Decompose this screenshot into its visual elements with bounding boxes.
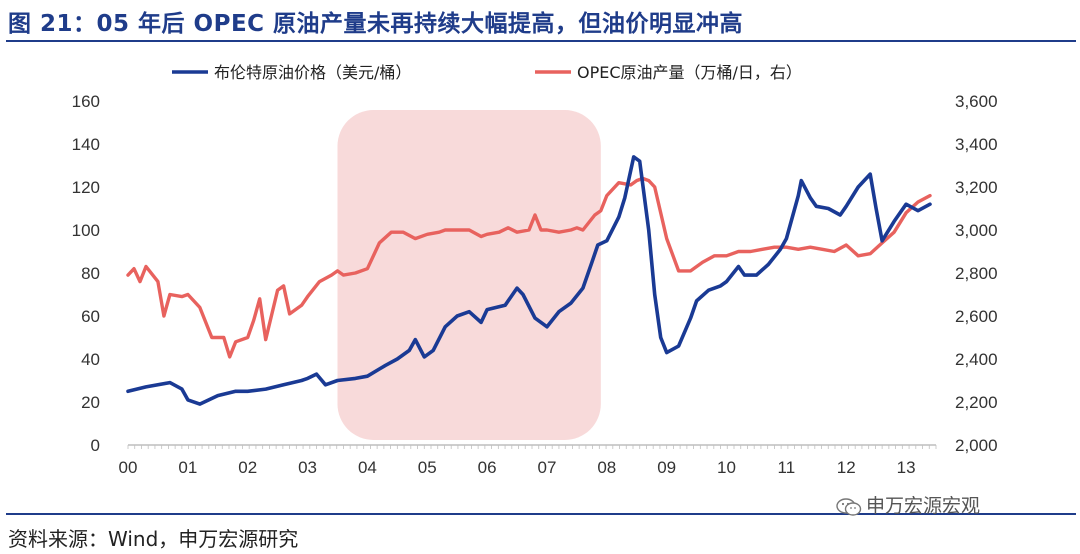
legend: 布伦特原油价格（美元/桶） OPEC原油产量（万桶/日，右） bbox=[172, 63, 802, 82]
x-tick-label: 10 bbox=[717, 458, 736, 477]
watermark-text: 申万宏源宏观 bbox=[866, 495, 981, 517]
y-left-tick-label: 140 bbox=[72, 135, 100, 154]
legend-label: 布伦特原油价格（美元/桶） bbox=[214, 63, 411, 82]
y-left-tick-label: 40 bbox=[81, 350, 100, 369]
y-right-tick-label: 2,400 bbox=[955, 350, 998, 369]
axes-layer: 00 01 02 03 04 05 06 07 08 09 10 11 12 13 0 20 40 60 80 100… bbox=[72, 92, 998, 477]
series-layer bbox=[126, 155, 932, 406]
y-left-tick-label: 120 bbox=[72, 178, 100, 197]
y-right-tick-label: 2,600 bbox=[955, 307, 998, 326]
y-left-tick-label: 0 bbox=[91, 436, 100, 455]
line-chart: 00 01 02 03 04 05 06 07 08 09 10 11 12 13 0 20 40 60 80 100… bbox=[72, 63, 998, 477]
x-tick-label: 09 bbox=[657, 458, 676, 477]
y-left-tick-label: 160 bbox=[72, 92, 100, 111]
x-tick-label: 00 bbox=[119, 458, 138, 477]
x-tick-label: 11 bbox=[778, 458, 796, 477]
y-left-tick-label: 100 bbox=[72, 221, 100, 240]
watermark: 申万宏源宏观 bbox=[836, 491, 980, 518]
x-tick-label: 02 bbox=[238, 458, 257, 477]
y-left-tick-label: 20 bbox=[81, 393, 100, 412]
x-tick-label: 12 bbox=[837, 458, 856, 477]
x-tick-label: 08 bbox=[597, 458, 616, 477]
y-right-tick-label: 3,400 bbox=[955, 135, 998, 154]
x-tick-label: 13 bbox=[897, 458, 916, 477]
footer-divider bbox=[6, 513, 1076, 515]
legend-label: OPEC原油产量（万桶/日，右） bbox=[577, 63, 802, 82]
y-right-tick-label: 3,600 bbox=[955, 92, 998, 111]
x-tick-label: 04 bbox=[358, 458, 377, 477]
y-right-tick-label: 3,000 bbox=[955, 221, 998, 240]
x-tick-label: 07 bbox=[538, 458, 557, 477]
y-left-tick-label: 60 bbox=[81, 307, 100, 326]
page-title: 图 21：05 年后 OPEC 原油产量未再持续大幅提高，但油价明显冲高 bbox=[8, 11, 744, 37]
y-right-tick-label: 2,200 bbox=[955, 393, 998, 412]
brent-price-line bbox=[126, 155, 932, 406]
y-left-tick-label: 80 bbox=[81, 264, 100, 283]
y-right-tick-label: 2,000 bbox=[955, 436, 998, 455]
x-tick-label: 01 bbox=[178, 458, 197, 477]
y-right-tick-label: 2,800 bbox=[955, 264, 998, 283]
x-tick-label: 05 bbox=[418, 458, 437, 477]
x-tick-label: 03 bbox=[298, 458, 317, 477]
source-note: 资料来源：Wind，申万宏源研究 bbox=[8, 527, 299, 551]
y-right-tick-label: 3,200 bbox=[955, 178, 998, 197]
highlight-layer bbox=[337, 110, 601, 440]
x-tick-label: 06 bbox=[478, 458, 497, 477]
wechat-icon bbox=[836, 497, 862, 516]
opec-output-line bbox=[126, 176, 932, 359]
highlight-band bbox=[337, 110, 601, 440]
title-divider bbox=[6, 40, 1076, 42]
